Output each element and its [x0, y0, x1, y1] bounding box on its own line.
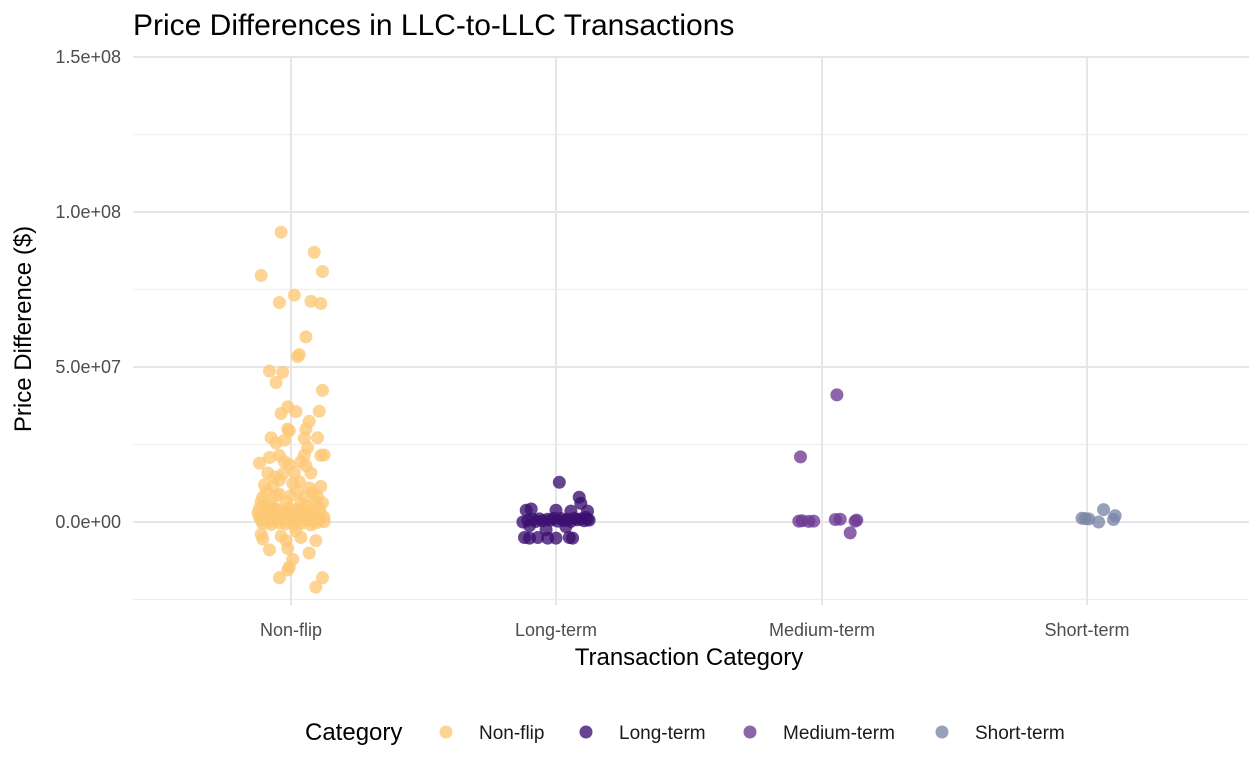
- data-point: [830, 388, 844, 402]
- legend-label: Medium-term: [783, 723, 895, 744]
- legend-label: Non-flip: [479, 723, 544, 744]
- data-point: [272, 571, 286, 585]
- data-point: [299, 330, 313, 344]
- data-point: [566, 531, 580, 545]
- y-tick-label: 0.0e+00: [55, 512, 121, 532]
- data-point: [309, 534, 323, 548]
- chart-title: Price Differences in LLC-to-LLC Transact…: [133, 9, 734, 42]
- data-point: [794, 450, 807, 464]
- legend: Category Non-flip Long-term Medium-term Sho…: [305, 719, 1065, 746]
- data-point: [1107, 513, 1120, 526]
- data-point: [274, 407, 288, 420]
- data-point: [312, 404, 326, 418]
- data-point: [531, 531, 545, 544]
- data-point: [1097, 503, 1111, 517]
- data-point: [304, 294, 318, 308]
- x-axis-title: Transaction Category: [575, 644, 804, 671]
- data-point: [524, 502, 538, 516]
- x-tick-label: Non-flip: [260, 620, 322, 640]
- data-point: [843, 526, 857, 540]
- data-point: [523, 519, 536, 533]
- x-tick-label: Medium-term: [769, 620, 875, 640]
- data-point: [307, 508, 321, 522]
- data-point: [1082, 512, 1096, 526]
- data-point: [269, 376, 283, 389]
- data-point: [302, 546, 316, 560]
- x-tick-label: Long-term: [515, 620, 597, 640]
- data-point: [833, 512, 847, 526]
- data-point: [286, 552, 300, 566]
- data-point: [263, 364, 276, 378]
- legend-key-short-term: [935, 725, 949, 739]
- y-tick-label: 1.0e+08: [55, 202, 121, 222]
- data-point: [276, 365, 290, 379]
- data-point: [292, 348, 306, 362]
- data-point: [289, 405, 303, 419]
- data-point: [307, 245, 321, 259]
- series-long-term: [516, 475, 596, 545]
- data-point: [263, 451, 276, 464]
- data-point: [294, 531, 308, 544]
- series-medium-term: [792, 388, 864, 540]
- y-axis-title: Price Difference ($): [10, 226, 37, 432]
- legend-title: Category: [305, 719, 402, 746]
- y-tick-label: 1.5e+08: [55, 47, 121, 67]
- legend-label: Short-term: [975, 723, 1065, 744]
- data-point: [316, 265, 329, 278]
- data-point: [256, 532, 270, 546]
- data-point: [552, 475, 566, 489]
- data-point: [579, 510, 593, 524]
- data-point: [297, 503, 311, 517]
- series-non-flip: [251, 225, 331, 594]
- data-point: [559, 520, 573, 534]
- x-tick-label: Short-term: [1044, 620, 1129, 640]
- data-point: [314, 297, 328, 310]
- data-point: [317, 448, 331, 462]
- y-tick-label: 5.0e+07: [55, 357, 121, 377]
- legend-key-long-term: [579, 725, 593, 739]
- data-point: [269, 436, 283, 450]
- data-point: [282, 424, 296, 438]
- data-point: [281, 541, 295, 555]
- legend-key-non-flip: [439, 725, 453, 739]
- data-points: [251, 225, 1122, 594]
- data-point: [850, 513, 864, 527]
- data-point: [316, 571, 329, 585]
- data-point: [311, 431, 324, 445]
- data-point: [272, 296, 286, 309]
- legend-key-medium-term: [743, 725, 757, 739]
- data-point: [309, 580, 323, 594]
- series-short-term: [1075, 503, 1122, 529]
- axes: 0.0e+00 5.0e+07 1.0e+08 1.5e+08 Non-flip Long…: [55, 47, 1129, 640]
- data-point: [549, 531, 563, 545]
- data-point: [792, 514, 806, 528]
- data-point: [1092, 515, 1106, 529]
- data-point: [807, 514, 821, 528]
- data-point: [254, 269, 268, 282]
- legend-label: Long-term: [619, 723, 706, 744]
- data-point: [274, 225, 288, 239]
- data-point: [263, 543, 276, 557]
- data-point: [304, 466, 318, 480]
- data-point: [253, 456, 266, 470]
- data-point: [316, 383, 329, 397]
- data-point: [287, 288, 301, 302]
